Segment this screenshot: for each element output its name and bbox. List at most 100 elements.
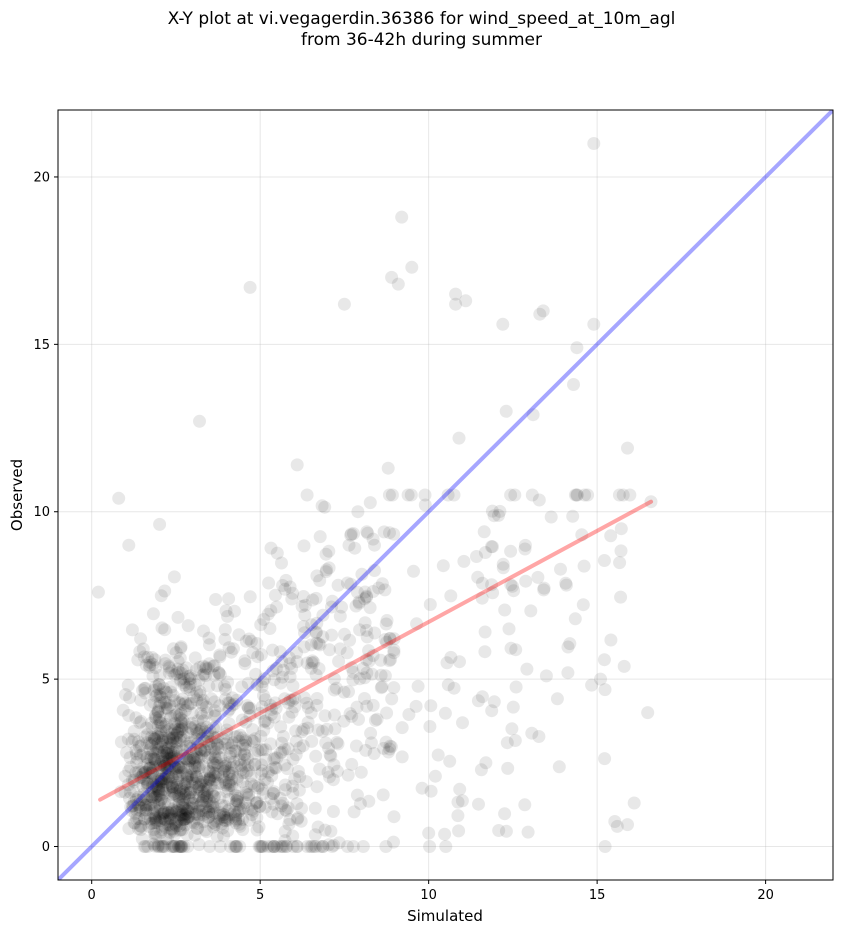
data-point — [189, 743, 203, 757]
y-tick-label: 15 — [33, 338, 50, 353]
data-point — [130, 752, 144, 765]
data-point — [175, 765, 189, 779]
data-point — [316, 840, 330, 853]
data-point — [175, 840, 189, 853]
data-point — [310, 780, 324, 794]
data-point — [221, 824, 235, 838]
data-point — [192, 804, 206, 818]
data-point — [544, 510, 558, 524]
data-point — [185, 796, 199, 810]
data-point — [211, 776, 224, 790]
data-point — [181, 770, 194, 784]
data-point — [157, 720, 171, 734]
data-point — [345, 661, 359, 675]
data-point — [190, 816, 204, 830]
data-point — [172, 695, 186, 709]
data-point — [155, 763, 169, 777]
data-point — [165, 750, 179, 764]
data-point — [344, 528, 358, 542]
data-point — [174, 840, 187, 853]
data-point — [210, 818, 223, 832]
data-point — [188, 753, 202, 767]
data-point — [137, 650, 151, 664]
data-point — [155, 761, 169, 774]
data-point — [312, 637, 326, 651]
data-point — [395, 210, 409, 224]
data-point — [164, 680, 178, 694]
data-point — [176, 713, 190, 727]
data-point — [324, 824, 338, 838]
data-point — [137, 682, 151, 695]
data-point — [621, 441, 634, 455]
data-point — [274, 746, 287, 760]
data-point — [157, 759, 171, 773]
data-point — [245, 803, 259, 816]
data-point — [180, 803, 194, 817]
data-point — [286, 779, 299, 793]
data-point — [459, 294, 473, 308]
data-point — [313, 530, 327, 544]
data-point — [162, 731, 176, 745]
data-point — [236, 823, 250, 837]
data-point — [146, 607, 160, 621]
data-point — [167, 570, 181, 584]
data-point — [128, 816, 142, 830]
data-point — [184, 768, 198, 782]
data-point — [189, 805, 203, 819]
data-point — [221, 736, 234, 750]
data-point — [171, 726, 184, 740]
data-point — [536, 304, 550, 318]
data-point — [208, 758, 222, 772]
data-point — [162, 659, 176, 673]
data-point — [193, 758, 206, 772]
data-point — [236, 738, 250, 752]
data-point — [122, 764, 136, 778]
data-point — [154, 772, 168, 786]
data-point — [274, 676, 288, 690]
data-point — [170, 736, 184, 749]
data-point — [257, 689, 270, 702]
data-point — [297, 691, 311, 705]
data-point — [387, 681, 401, 695]
data-point — [604, 633, 618, 647]
data-point — [145, 780, 159, 794]
data-point — [213, 791, 227, 805]
data-point — [200, 720, 214, 734]
data-point — [346, 840, 360, 853]
data-point — [493, 504, 507, 518]
data-point — [150, 729, 164, 743]
data-point — [151, 726, 165, 740]
data-point — [200, 784, 214, 798]
data-point — [498, 807, 512, 821]
data-point — [236, 731, 250, 745]
data-point — [502, 622, 516, 636]
data-point — [500, 736, 514, 750]
data-point — [202, 737, 216, 751]
data-point — [531, 570, 545, 584]
data-point — [179, 787, 193, 800]
data-point — [170, 776, 184, 790]
data-point — [208, 770, 222, 784]
data-point — [338, 627, 351, 641]
data-point — [267, 797, 281, 811]
data-point — [229, 809, 242, 823]
data-point — [241, 790, 255, 804]
data-point — [196, 794, 210, 808]
data-point — [158, 812, 172, 826]
data-point — [570, 341, 584, 355]
data-point — [452, 824, 466, 838]
data-point — [176, 697, 190, 711]
data-point — [471, 694, 485, 708]
data-point — [126, 799, 140, 813]
data-point — [240, 788, 254, 801]
data-point — [139, 803, 153, 817]
data-point — [240, 752, 254, 766]
data-point — [223, 779, 237, 793]
data-point — [152, 780, 166, 794]
data-point — [366, 532, 380, 546]
data-point — [194, 796, 208, 810]
data-point — [203, 748, 217, 762]
data-point — [152, 775, 166, 789]
data-point — [204, 692, 218, 706]
data-point — [258, 773, 272, 787]
